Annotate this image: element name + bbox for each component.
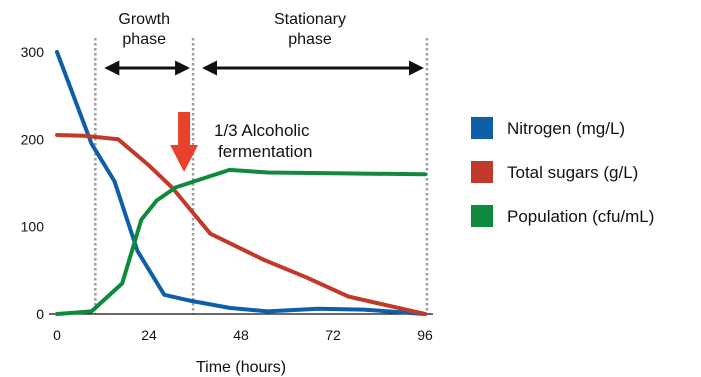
x-tick-label: 24 bbox=[141, 327, 157, 343]
legend-swatch-0 bbox=[471, 117, 493, 139]
y-tick-label: 100 bbox=[21, 219, 45, 235]
legend-swatch-2 bbox=[471, 205, 493, 227]
x-tick-label: 48 bbox=[233, 327, 249, 343]
legend-label-0: Nitrogen (mg/L) bbox=[507, 119, 625, 138]
y-tick-label: 200 bbox=[21, 131, 45, 147]
series-line-0 bbox=[55, 50, 427, 316]
y-tick-label: 0 bbox=[36, 306, 44, 322]
series-line-2 bbox=[55, 167, 427, 316]
x-tick-label: 96 bbox=[417, 327, 433, 343]
x-tick-label: 72 bbox=[325, 327, 341, 343]
annotation-label: 1/3 Alcoholic fermentation bbox=[214, 121, 313, 161]
y-tick-label: 300 bbox=[21, 44, 45, 60]
x-tick-label: 0 bbox=[53, 327, 61, 343]
phase-label-0: Growth phase bbox=[118, 11, 170, 48]
x-axis-title: Time (hours) bbox=[196, 359, 286, 376]
legend-label-1: Total sugars (g/L) bbox=[507, 163, 638, 182]
legend-label-2: Population (cfu/mL) bbox=[507, 207, 654, 226]
legend-swatch-1 bbox=[471, 161, 493, 183]
annotation-arrow bbox=[170, 112, 199, 172]
phase-label-1: Stationary phase bbox=[274, 11, 346, 48]
series-line-1 bbox=[55, 133, 427, 316]
